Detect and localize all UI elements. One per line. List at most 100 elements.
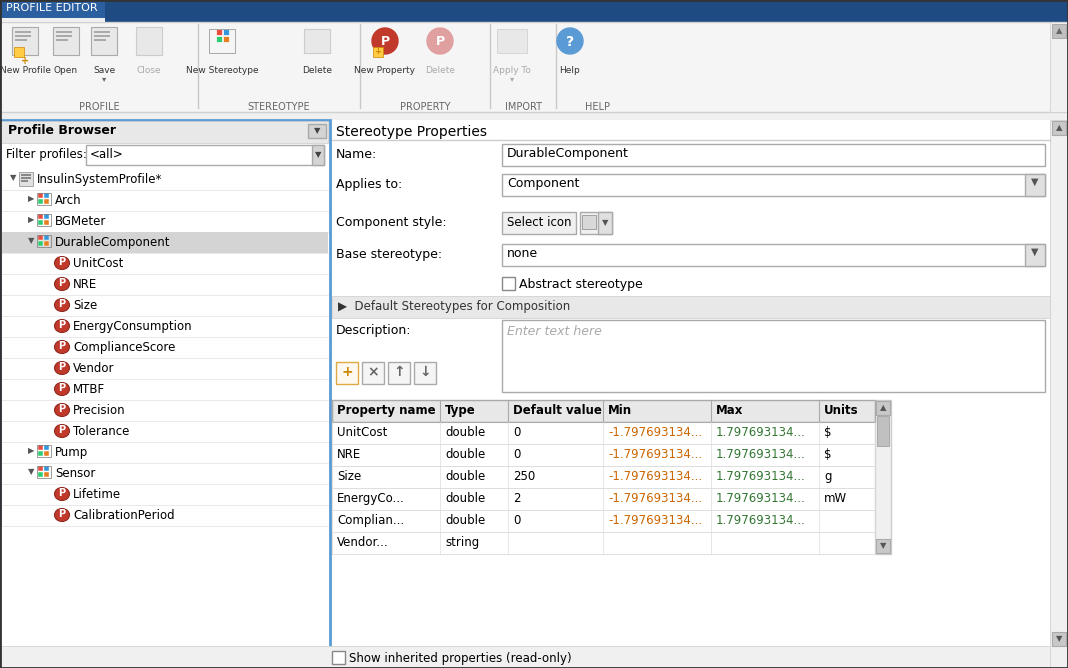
Text: Pump: Pump [54, 446, 89, 459]
Text: STEREOTYPE: STEREOTYPE [248, 102, 311, 112]
Bar [94, 35, 110, 37]
Bar [19, 172, 33, 186]
Text: ▶: ▶ [28, 446, 34, 455]
Text: EnergyConsumption: EnergyConsumption [73, 320, 192, 333]
Bar [308, 124, 326, 138]
Bar [15, 31, 31, 33]
Text: ▼: ▼ [315, 150, 321, 159]
Text: Name:: Name: [336, 148, 377, 161]
Bar [0, 120, 1068, 668]
Bar [44, 220, 49, 225]
Text: New Stereotype: New Stereotype [186, 66, 258, 75]
Text: ▲: ▲ [1056, 26, 1063, 35]
Ellipse shape [54, 277, 69, 291]
Bar [56, 35, 72, 37]
Text: ▼: ▼ [28, 236, 34, 245]
Text: 1.797693134...: 1.797693134... [716, 492, 805, 505]
Bar [223, 36, 229, 42]
Bar [37, 235, 51, 247]
Bar [582, 215, 596, 229]
Bar [37, 214, 51, 226]
Bar [502, 212, 576, 234]
Bar [136, 27, 162, 55]
Circle shape [372, 28, 398, 54]
Text: Apply To: Apply To [493, 66, 531, 75]
Text: 1.797693134...: 1.797693134... [716, 514, 805, 527]
Bar [44, 451, 49, 456]
Bar [877, 416, 889, 446]
Bar [598, 212, 612, 234]
Bar [44, 193, 49, 198]
Text: P: P [59, 425, 65, 435]
Bar [15, 39, 27, 41]
Bar [373, 47, 383, 57]
Bar [15, 35, 31, 37]
Text: PROFILE: PROFILE [79, 102, 120, 112]
Text: double: double [445, 448, 485, 461]
Bar [38, 472, 43, 477]
Text: 250: 250 [513, 470, 535, 483]
Bar [38, 445, 43, 450]
Bar [1052, 632, 1066, 646]
Text: Max: Max [716, 404, 743, 417]
Bar [332, 651, 345, 664]
Bar [332, 488, 875, 510]
Text: Open: Open [54, 66, 78, 75]
Text: 1.797693134...: 1.797693134... [716, 426, 805, 439]
Text: P: P [59, 509, 65, 519]
Bar [94, 31, 110, 33]
Bar [21, 174, 31, 176]
Bar [44, 241, 49, 246]
Text: +: + [341, 365, 352, 379]
Text: Precision: Precision [73, 404, 126, 417]
Text: HELP: HELP [585, 102, 611, 112]
Bar [209, 29, 235, 53]
Text: Save: Save [93, 66, 115, 75]
Text: 0: 0 [513, 448, 520, 461]
Text: Component style:: Component style: [336, 216, 446, 229]
Text: ▼: ▼ [880, 541, 886, 550]
Bar [38, 235, 43, 240]
Bar [876, 539, 890, 553]
Bar [875, 400, 891, 554]
Text: ▼: ▼ [1032, 247, 1039, 257]
Bar [21, 180, 28, 182]
Text: UnitCost: UnitCost [73, 257, 124, 270]
Bar [38, 220, 43, 225]
Bar [1, 232, 328, 253]
Text: ▲: ▲ [1056, 123, 1063, 132]
Text: double: double [445, 426, 485, 439]
Circle shape [427, 28, 453, 54]
Bar [332, 532, 875, 554]
Text: EnergyCo...: EnergyCo... [337, 492, 405, 505]
Text: string: string [445, 536, 480, 549]
Bar [14, 47, 23, 57]
Text: -1.797693134...: -1.797693134... [608, 514, 702, 527]
Text: NRE: NRE [337, 448, 361, 461]
Text: Description:: Description: [336, 324, 411, 337]
Bar [56, 31, 72, 33]
Bar [580, 212, 612, 234]
Bar [56, 39, 68, 41]
Text: IMPORT: IMPORT [504, 102, 541, 112]
Text: 1.797693134...: 1.797693134... [716, 448, 805, 461]
Text: BGMeter: BGMeter [54, 215, 107, 228]
Text: Abstract stereotype: Abstract stereotype [519, 278, 643, 291]
Bar [91, 27, 117, 55]
Text: Delete: Delete [425, 66, 455, 75]
Text: <all>: <all> [90, 148, 124, 161]
Text: ▲: ▲ [880, 403, 886, 412]
Text: Arch: Arch [54, 194, 81, 207]
Text: -1.797693134...: -1.797693134... [608, 426, 702, 439]
Bar [44, 199, 49, 204]
Text: ▼: ▼ [1032, 177, 1039, 187]
Circle shape [557, 28, 583, 54]
Text: ▼: ▼ [28, 467, 34, 476]
Bar [38, 466, 43, 471]
Bar [332, 296, 1050, 318]
Text: P: P [436, 35, 444, 48]
Text: ×: × [367, 365, 379, 379]
Text: Min: Min [608, 404, 632, 417]
Text: ▾: ▾ [101, 74, 106, 83]
Text: none: none [507, 247, 538, 260]
